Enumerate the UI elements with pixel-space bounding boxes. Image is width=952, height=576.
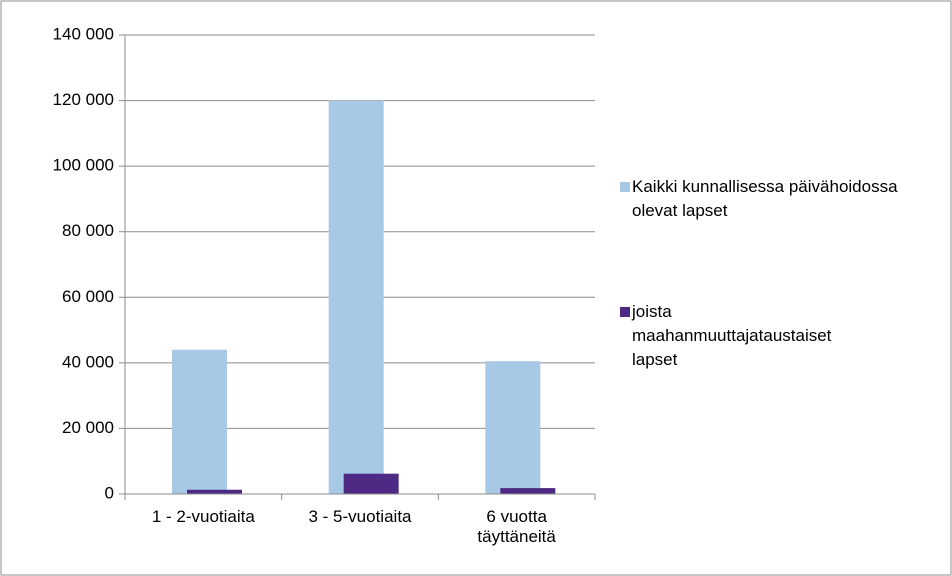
y-tick-label: 60 000 bbox=[62, 287, 114, 306]
x-tick-label: 1 - 2-vuotiaita bbox=[151, 507, 255, 526]
bar bbox=[343, 473, 399, 494]
bar bbox=[485, 361, 541, 494]
legend-swatch bbox=[620, 182, 630, 192]
y-tick-label: 140 000 bbox=[53, 24, 114, 43]
legend-label: joista maahanmuuttajataustaiset lapset bbox=[632, 302, 832, 369]
y-tick-label: 100 000 bbox=[53, 156, 114, 175]
y-tick-label: 120 000 bbox=[53, 90, 114, 109]
bar bbox=[187, 489, 242, 494]
legend-item: Kaikki kunnallisessa päivähoidossa oleva… bbox=[620, 175, 930, 223]
legend-swatch bbox=[620, 307, 630, 317]
x-tick-label: 6 vuotta täyttäneitä bbox=[477, 507, 556, 546]
bar bbox=[172, 349, 227, 494]
y-tick-label: 20 000 bbox=[62, 418, 114, 437]
legend-item: joista maahanmuuttajataustaiset lapset bbox=[620, 300, 831, 372]
y-tick-label: 80 000 bbox=[62, 221, 114, 240]
y-tick-label: 40 000 bbox=[62, 352, 114, 371]
x-tick-label: 3 - 5-vuotiaita bbox=[308, 507, 412, 526]
bar bbox=[500, 488, 556, 494]
bar bbox=[328, 100, 384, 495]
y-tick-label: 0 bbox=[105, 483, 114, 502]
legend-label: Kaikki kunnallisessa päivähoidossa oleva… bbox=[632, 177, 898, 220]
